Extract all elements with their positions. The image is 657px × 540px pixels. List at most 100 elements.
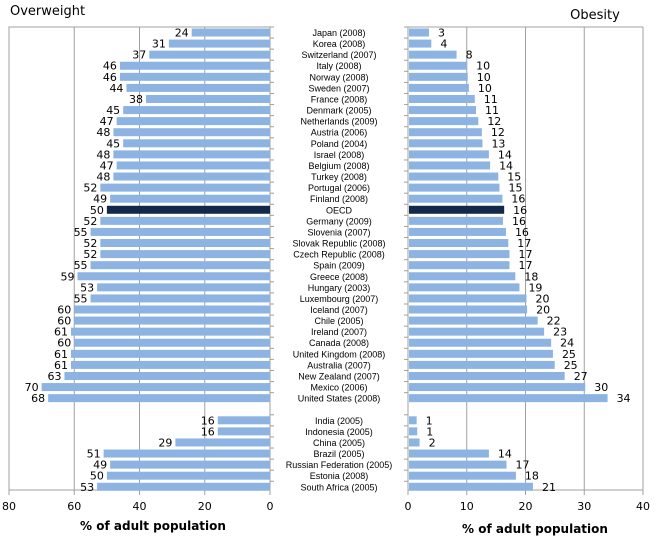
overweight-data-label: 51 (87, 448, 101, 461)
overweight-bar (119, 61, 270, 70)
category-label: Switzerland (2007) (301, 50, 376, 60)
overweight-x-tick-label: 40 (133, 500, 147, 513)
category-label: Chile (2005) (314, 316, 363, 326)
obesity-bar (409, 283, 520, 292)
obesity-bar (409, 371, 565, 380)
category-label: Brazil (2005) (313, 449, 364, 459)
obesity-bar (409, 139, 483, 148)
overweight-data-label: 29 (158, 436, 172, 449)
category-label: South Africa (2005) (300, 482, 377, 492)
overweight-bar (70, 360, 270, 369)
overweight-bar (70, 349, 270, 358)
obesity-bar (409, 172, 499, 181)
obesity-data-label: 27 (574, 370, 588, 383)
obesity-data-label: 10 (478, 82, 492, 95)
category-label: Estonia (2008) (310, 471, 369, 481)
obesity-bar (409, 239, 509, 248)
obesity-x-tick-label: 20 (519, 500, 533, 513)
overweight-bar (113, 128, 271, 137)
obesity-data-label: 11 (484, 93, 498, 106)
obesity-data-label: 11 (485, 104, 499, 117)
obesity-data-label: 1 (426, 414, 433, 427)
obesity-bar (409, 327, 545, 336)
overweight-bar (48, 394, 271, 403)
obesity-bar (409, 194, 503, 203)
overweight-bar (90, 227, 270, 236)
obesity-bar (409, 416, 417, 425)
overweight-data-label: 31 (152, 38, 166, 51)
category-label: Israel (2008) (314, 150, 365, 160)
obesity-bar (409, 482, 533, 491)
obesity-data-label: 14 (498, 148, 512, 161)
overweight-bar (113, 150, 271, 159)
obesity-bar (409, 383, 586, 392)
obesity-data-label: 17 (517, 237, 531, 250)
overweight-data-label: 47 (100, 159, 114, 172)
overweight-data-label: 70 (25, 381, 39, 394)
overweight-bar (106, 471, 270, 480)
obesity-data-label: 20 (536, 304, 550, 317)
obesity-bar (409, 449, 489, 458)
obesity-data-label: 16 (511, 193, 525, 206)
obesity-x-tick-label: 10 (460, 500, 474, 513)
obesity-bar (409, 250, 510, 259)
overweight-data-label: 24 (175, 27, 189, 40)
overweight-bar (106, 205, 270, 214)
category-label: Hungary (2003) (308, 283, 371, 293)
obesity-data-label: 17 (518, 248, 532, 261)
category-label: Finland (2008) (310, 194, 368, 204)
obesity-bar (409, 72, 468, 81)
obesity-x-tick-label: 40 (636, 500, 650, 513)
category-label: Netherlands (2009) (300, 117, 377, 127)
category-label: Norway (2008) (309, 72, 368, 82)
overweight-x-tick-label: 60 (67, 500, 81, 513)
category-label: Slovenia (2007) (307, 227, 370, 237)
category-label: Slovak Republic (2008) (292, 239, 385, 249)
overweight-plot: 80 60 40 20 02431374646443845474845484748524… (2, 26, 274, 513)
category-label: Belgium (2008) (308, 161, 369, 171)
obesity-data-label: 10 (477, 71, 491, 84)
obesity-data-label: 1 (426, 425, 433, 438)
category-label: Turkey (2008) (311, 172, 367, 182)
overweight-data-label: 50 (90, 470, 104, 483)
overweight-data-label: 60 (57, 315, 71, 328)
obesity-bar (409, 28, 429, 37)
obesity-bar (409, 349, 553, 358)
overweight-bar (100, 216, 270, 225)
category-label: Russian Federation (2005) (286, 460, 393, 470)
obesity-bar (409, 61, 468, 70)
category-label: Mexico (2006) (310, 383, 367, 393)
overweight-data-label: 60 (57, 304, 71, 317)
overweight-data-label: 48 (96, 171, 110, 184)
overweight-bar (119, 72, 270, 81)
category-label: Korea (2008) (313, 39, 366, 49)
obesity-bar (409, 261, 510, 270)
overweight-bar (41, 383, 270, 392)
obesity-bar (409, 438, 420, 447)
overweight-data-label: 53 (80, 281, 94, 294)
category-label: Luxembourg (2007) (300, 294, 379, 304)
overweight-data-label: 47 (100, 115, 114, 128)
obesity-bar (409, 106, 476, 115)
obesity-bar (409, 150, 489, 159)
obesity-bar (409, 83, 469, 92)
category-label: Iceland (2007) (310, 305, 368, 315)
category-label: United States (2008) (298, 394, 381, 404)
obesity-data-label: 20 (536, 292, 550, 305)
overweight-bar (100, 183, 270, 192)
overweight-bar (70, 327, 270, 336)
overweight-data-label: 49 (93, 193, 107, 206)
obesity-bar (409, 360, 555, 369)
overweight-bar (100, 250, 270, 259)
overweight-bar (217, 427, 270, 436)
overweight-data-label: 59 (61, 270, 75, 283)
obesity-data-label: 23 (553, 326, 567, 339)
category-label: Australia (2007) (307, 360, 371, 370)
category-label: Poland (2004) (311, 139, 368, 149)
overweight-data-label: 37 (132, 49, 146, 62)
overweight-data-label: 53 (80, 481, 94, 494)
overweight-bar (103, 449, 270, 458)
category-label: China (2005) (313, 438, 365, 448)
overweight-bar (123, 106, 270, 115)
